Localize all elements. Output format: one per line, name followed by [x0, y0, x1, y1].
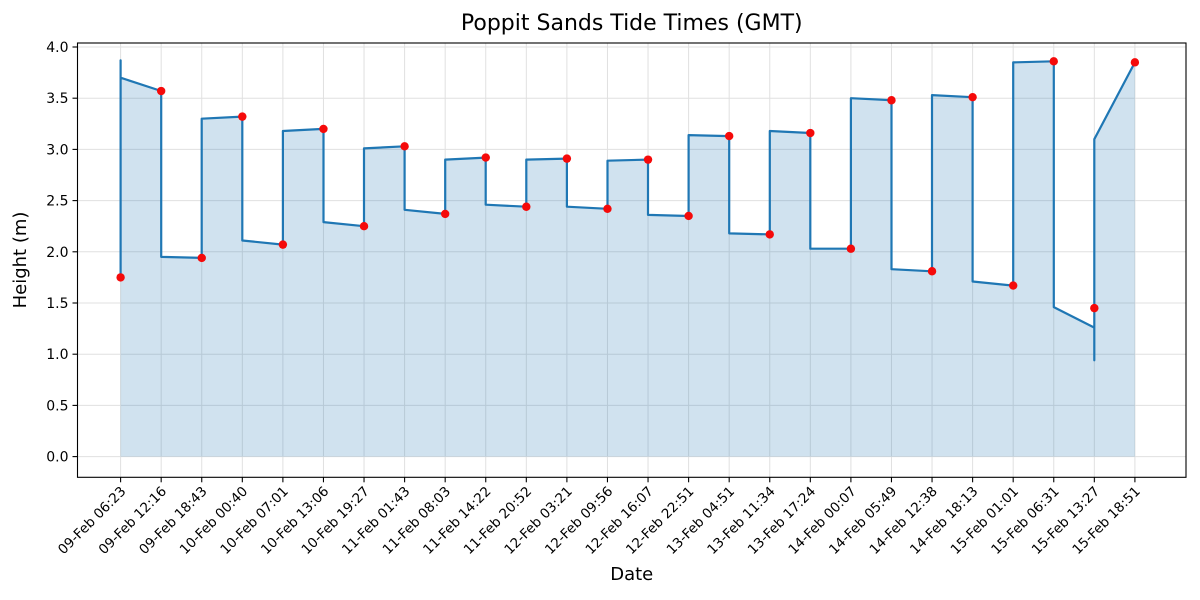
data-layer	[116, 57, 1140, 457]
x-axis-title: Date	[610, 564, 653, 585]
tide-point-marker	[603, 204, 612, 213]
tide-point-marker	[643, 155, 653, 164]
y-tick-label: 3.5	[46, 91, 68, 107]
tide-point-marker	[197, 253, 206, 263]
y-tick-label: 1.5	[46, 296, 68, 312]
y-tick-label: 4.0	[46, 40, 68, 56]
tide-point-marker	[522, 202, 531, 211]
tide-point-marker	[765, 230, 774, 239]
axes-layer	[72, 42, 1187, 483]
tide-point-marker	[927, 267, 937, 276]
tide-area-fill	[120, 60, 1135, 457]
tide-point-marker	[846, 244, 856, 253]
tide-point-marker	[1049, 57, 1058, 66]
tide-point-marker	[1008, 281, 1018, 290]
tide-point-marker	[887, 96, 896, 105]
tide-point-marker	[1090, 303, 1099, 313]
tide-point-marker	[724, 131, 734, 141]
y-axis-title: Height (m)	[10, 212, 31, 309]
y-tick-label: 0.5	[46, 398, 68, 414]
tide-point-marker	[400, 142, 409, 151]
tide-point-marker	[238, 112, 247, 121]
tide-point-marker	[684, 211, 693, 221]
tide-point-marker	[278, 240, 288, 249]
tide-line	[119, 59, 1137, 362]
tide-point-marker	[156, 86, 166, 96]
y-tick-label: 2.5	[46, 194, 68, 210]
y-tick-label: 1.0	[46, 347, 68, 363]
tide-point-marker	[116, 273, 125, 282]
tide-point-marker	[1130, 58, 1140, 67]
x-tick-label: 09-Feb 06:23	[55, 484, 129, 558]
tide-point-marker	[562, 154, 572, 163]
chart-title: Poppit Sands Tide Times (GMT)	[461, 11, 803, 36]
tide-point-marker	[440, 209, 450, 219]
y-tick-label: 2.0	[46, 245, 68, 261]
y-tick-label: 3.0	[46, 142, 68, 158]
y-tick-label: 0.0	[46, 450, 68, 466]
tide-point-marker	[359, 222, 369, 231]
tide-point-marker	[319, 124, 328, 134]
tide-point-marker	[806, 128, 815, 138]
tide-point-marker	[481, 153, 490, 162]
tide-point-marker	[968, 92, 977, 102]
plot-border	[76, 42, 1187, 478]
